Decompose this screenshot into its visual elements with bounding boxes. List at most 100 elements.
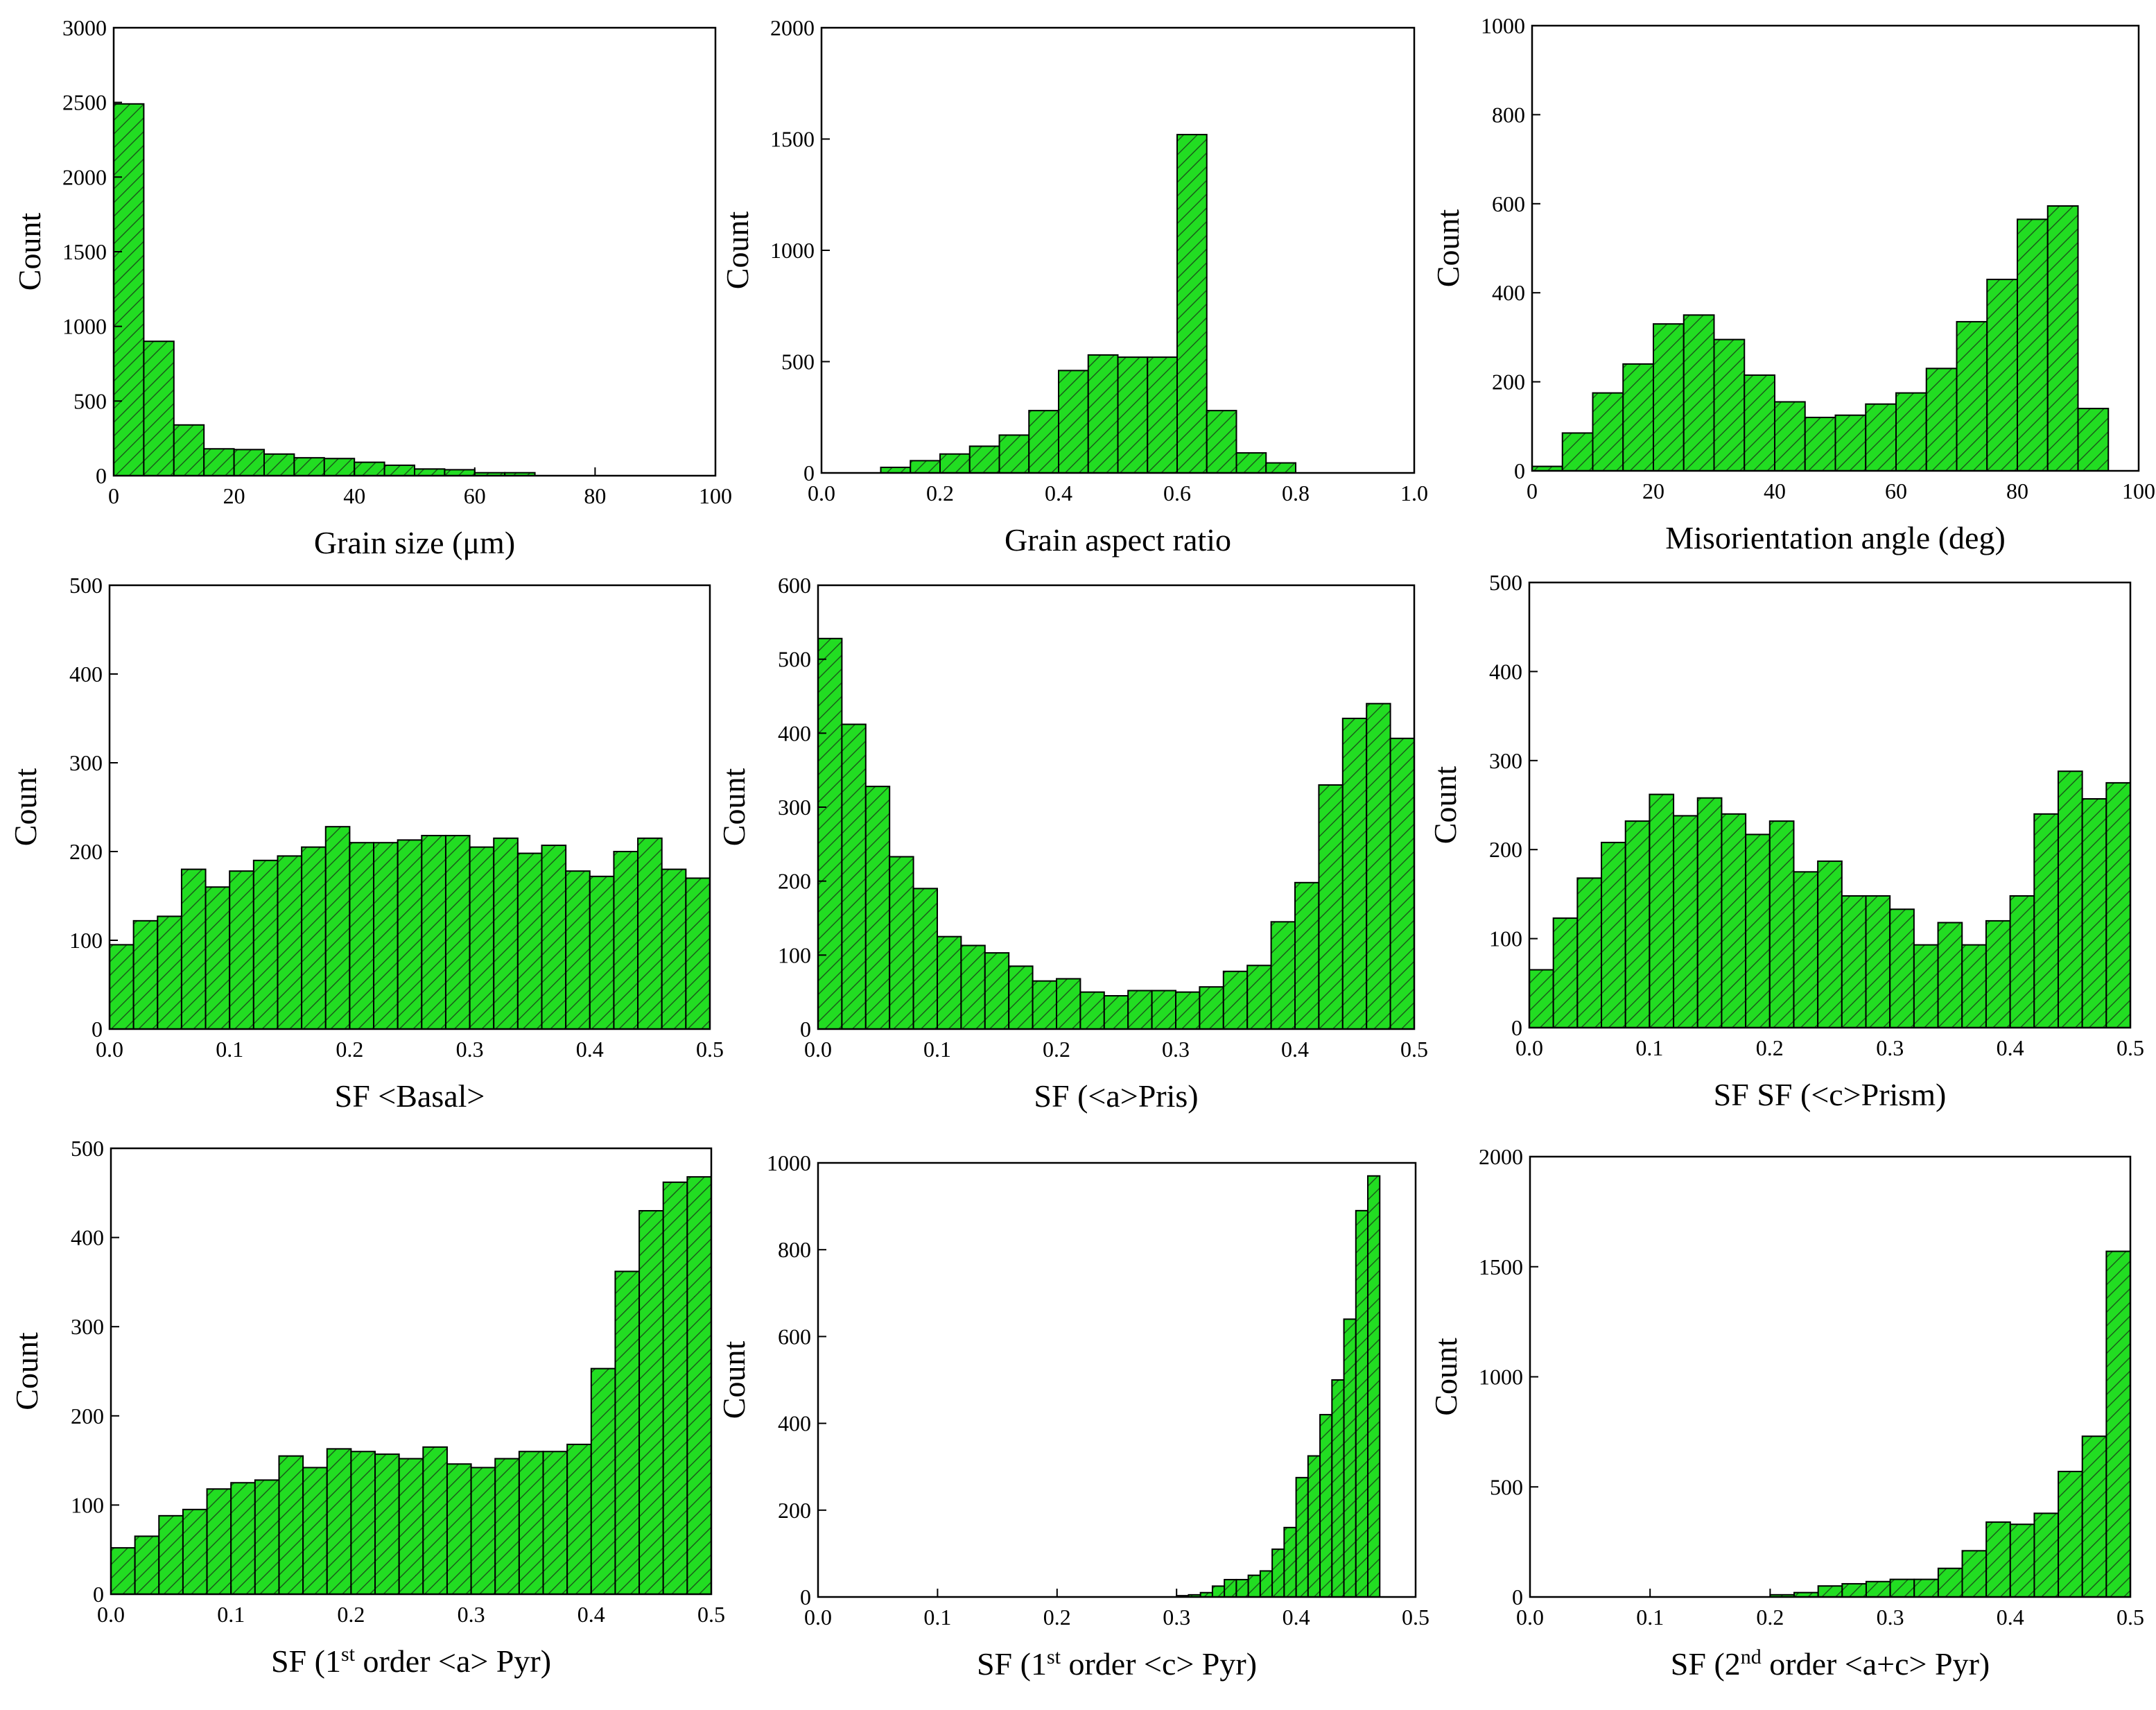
histogram-bar	[278, 1455, 304, 1595]
y-tick-label: 400	[1492, 280, 1525, 305]
histogram-bar	[113, 103, 145, 476]
histogram-panel-3: 0 20 40 60 80 10002004006008001000Misorientat…	[1430, 13, 2155, 555]
y-tick-label: 500	[73, 388, 107, 413]
histogram-bar	[1913, 1578, 1939, 1598]
x-tick-label: 0.3	[1877, 1605, 1904, 1630]
x-tick-label: 0.1	[216, 1037, 243, 1062]
histogram-bar	[998, 434, 1030, 474]
y-tick-label: 300	[1489, 748, 1522, 773]
histogram-bar	[1768, 820, 1795, 1028]
plot-frame	[817, 1161, 1417, 1598]
histogram-bar	[444, 834, 471, 1030]
x-tick-label: 0.1	[1636, 1605, 1664, 1630]
x-tick-label: 0.1	[923, 1037, 951, 1062]
x-tick-label: 0.0	[96, 1037, 123, 1062]
x-tick-label: 0.0	[1515, 1035, 1543, 1060]
histogram-bar	[206, 1488, 232, 1595]
x-axis-label: Grain aspect ratio	[1005, 522, 1231, 558]
x-tick-label: 0.6	[1163, 481, 1191, 506]
y-tick-label: 0	[803, 460, 815, 485]
plot-frame	[110, 1147, 713, 1596]
histogram-bar	[263, 453, 295, 477]
histogram-bar	[1961, 944, 1987, 1028]
x-tick-label: 0.0	[97, 1602, 125, 1627]
histogram-bar	[685, 877, 711, 1030]
histogram-bar	[1841, 1582, 1867, 1598]
y-tick-label: 500	[781, 349, 815, 374]
histogram-bar	[1270, 921, 1296, 1030]
y-tick-label: 0	[1514, 458, 1525, 483]
y-tick-label: 300	[71, 1314, 104, 1339]
x-tick-label: 0.2	[1043, 1605, 1071, 1630]
histogram-bar	[1366, 702, 1391, 1030]
histogram-bar	[1056, 978, 1081, 1030]
x-tick-label: 40	[1764, 478, 1786, 503]
y-tick-label: 400	[71, 1225, 104, 1250]
y-tick-label: 2000	[62, 164, 107, 189]
histogram-panel-5: 0.0 0.1 0.2 0.3 0.4 0.5 0 100 200 300 400 500 600 SF …	[716, 573, 1428, 1114]
histogram-bar	[1294, 881, 1320, 1030]
x-tick-label: 0.8	[1282, 481, 1310, 506]
histogram-bar	[1295, 1476, 1309, 1598]
x-tick-label: 0.5	[697, 1602, 725, 1627]
histogram-bar	[939, 453, 971, 474]
histogram-bar	[470, 1467, 496, 1595]
x-tick-label: 60	[1885, 478, 1907, 503]
histogram-bar	[565, 870, 591, 1030]
x-axis-label: Grain size (μm)	[314, 525, 515, 560]
histogram-bar	[541, 845, 567, 1030]
y-tick-label: 1000	[770, 238, 815, 263]
histogram-bar	[132, 919, 159, 1030]
x-tick-label: 0	[108, 483, 119, 508]
y-tick-label: 400	[778, 1411, 811, 1436]
histogram-bar	[1341, 718, 1368, 1030]
histogram-bar	[937, 935, 962, 1030]
y-tick-label: 0	[800, 1584, 811, 1609]
x-tick-label: 20	[223, 483, 245, 508]
y-tick-label: 0	[96, 463, 107, 488]
histogram-bar	[1151, 990, 1176, 1030]
histogram-bar	[960, 944, 986, 1030]
y-axis-label: Count	[12, 213, 47, 291]
histogram-bar	[397, 839, 423, 1030]
histogram-bar	[2033, 1512, 2060, 1598]
histogram-bar	[2058, 1471, 2083, 1598]
histogram-bar	[1319, 1414, 1333, 1598]
histogram-bar	[889, 856, 914, 1030]
histogram-bar	[1176, 134, 1208, 474]
x-tick-label: 100	[699, 483, 732, 508]
y-axis-label: Count	[716, 768, 751, 847]
histogram-bar	[1865, 403, 1897, 472]
histogram-bar	[1259, 1570, 1273, 1598]
y-tick-label: 600	[778, 1324, 811, 1349]
y-tick-label: 1000	[767, 1150, 811, 1175]
y-axis-label: Count	[716, 1341, 751, 1419]
x-tick-label: 0.2	[926, 481, 954, 506]
histogram-bar	[398, 1458, 424, 1596]
histogram-bar	[1834, 414, 1867, 472]
histogram-bar	[252, 859, 279, 1030]
x-tick-label: 0.3	[1876, 1035, 1904, 1060]
y-tick-label: 1000	[1479, 1365, 1523, 1390]
histogram-bar	[1865, 895, 1891, 1028]
y-axis-label: Count	[8, 768, 43, 847]
histogram-bar	[1211, 1585, 1226, 1598]
histogram-bar	[984, 952, 1010, 1030]
x-tick-label: 0.0	[1516, 1605, 1544, 1630]
histogram-bar	[1271, 1548, 1285, 1598]
y-axis-label: Count	[1427, 766, 1463, 845]
histogram-bar	[1552, 917, 1579, 1028]
histogram-bar	[1889, 908, 1915, 1028]
histogram-bar	[421, 834, 446, 1030]
histogram-bar	[414, 468, 446, 476]
y-tick-label: 500	[71, 1136, 104, 1161]
histogram-bar	[1592, 392, 1624, 472]
plot-frame	[1531, 24, 2140, 472]
histogram-bar	[374, 1453, 400, 1596]
y-tick-label: 1500	[1479, 1254, 1523, 1279]
histogram-bar	[1696, 797, 1723, 1028]
x-axis-label: SF (2nd order <a+c> Pyr)	[1671, 1646, 1990, 1682]
y-tick-label: 1500	[62, 239, 107, 264]
histogram-bar	[1624, 820, 1651, 1028]
y-tick-label: 2000	[770, 15, 815, 40]
